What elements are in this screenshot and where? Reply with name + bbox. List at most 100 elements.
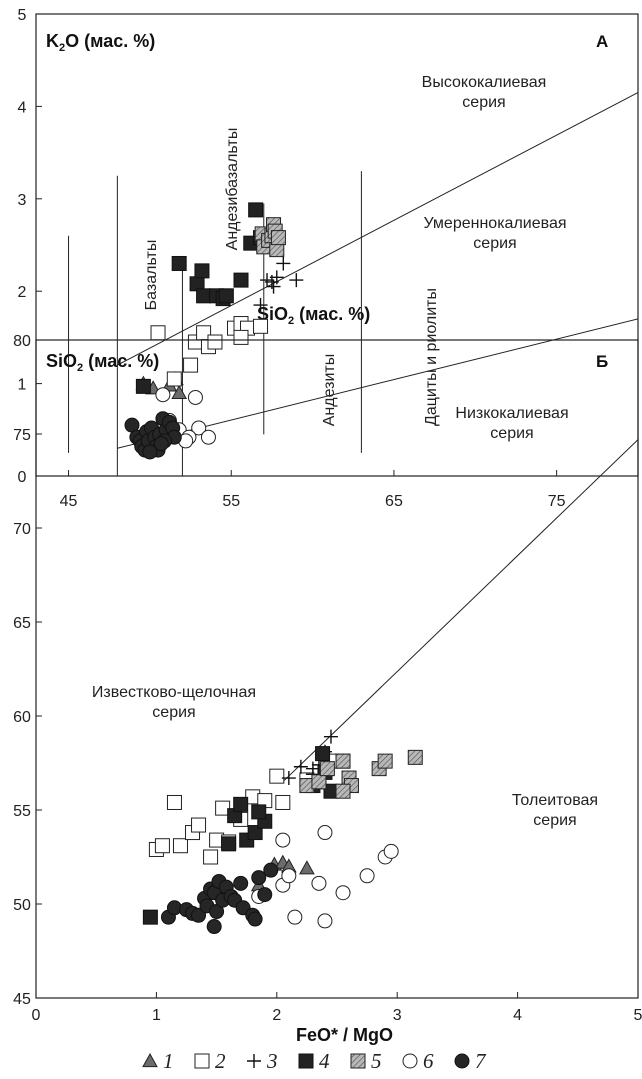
point-circle-filled	[263, 862, 279, 878]
point-square-filled	[248, 202, 264, 218]
label-andesibasalts: Андезибазальты	[224, 128, 241, 251]
point-plus	[269, 270, 284, 285]
label-low-k-2: серия	[490, 425, 533, 442]
point-square-open	[269, 768, 285, 784]
point-circle-filled	[247, 911, 263, 927]
point-square-filled	[196, 288, 212, 304]
point-square-hatched	[311, 774, 327, 790]
point-circle-open	[155, 387, 171, 403]
x-tick-label: 2	[272, 1007, 281, 1024]
point-circle-open	[359, 868, 375, 884]
point-circle-open	[187, 389, 203, 405]
point-square-filled	[233, 796, 249, 812]
point-circle-open	[335, 885, 351, 901]
y-tick-label: 70	[13, 521, 31, 538]
point-circle-open	[275, 832, 291, 848]
point-square-filled	[218, 288, 234, 304]
label-high-k-2: серия	[462, 94, 505, 111]
point-square-hatched	[270, 230, 286, 246]
legend-label: 3	[266, 1049, 278, 1073]
x-tick-label: 1	[152, 1007, 161, 1024]
point-square-open	[203, 849, 219, 865]
point-square-filled	[233, 272, 249, 288]
panel-a-points	[124, 202, 304, 460]
label-medium-k-2: серия	[473, 235, 516, 252]
point-square-hatched	[335, 783, 351, 799]
x-tick-label: 5	[634, 1007, 642, 1024]
point-circle-filled	[142, 444, 158, 460]
point-plus	[289, 273, 304, 288]
panel-b-lines	[282, 439, 639, 783]
x-tick-label: 75	[548, 493, 566, 510]
point-square-filled	[142, 909, 158, 925]
point-circle-open	[311, 875, 327, 891]
point-square-hatched	[407, 749, 423, 765]
legend-label: 5	[371, 1049, 382, 1073]
point-circle-open	[191, 420, 207, 436]
point-square-open	[253, 318, 269, 334]
point-circle-open	[317, 825, 333, 841]
x-tick-label: 3	[393, 1007, 402, 1024]
y-tick-label: 5	[18, 7, 27, 24]
y-tick-label: 75	[13, 427, 31, 444]
point-square-open	[172, 838, 188, 854]
legend-marker-square-hatched	[350, 1053, 366, 1069]
point-circle-filled	[206, 919, 222, 935]
point-square-hatched	[335, 753, 351, 769]
y-tick-label: 55	[13, 803, 31, 820]
legend-marker-square-filled	[298, 1053, 314, 1069]
label-andesites: Андезиты	[321, 354, 338, 427]
legend-label: 2	[215, 1049, 226, 1073]
point-square-hatched	[319, 761, 335, 777]
point-square-open	[207, 334, 223, 350]
point-circle-open	[383, 843, 399, 859]
point-square-hatched	[377, 753, 393, 769]
point-square-open	[150, 325, 166, 341]
y-tick-label: 2	[18, 284, 27, 301]
point-plus	[323, 729, 338, 744]
x-tick-label: 65	[385, 493, 403, 510]
panel-a-letter: А	[596, 32, 608, 51]
field-boundary-line	[282, 439, 639, 783]
point-plus	[260, 273, 275, 288]
panel-b-y-title: SiO2 (мас. %)	[46, 351, 159, 374]
label-dacites: Дациты и риолиты	[423, 288, 440, 426]
label-tholeiitic-2: серия	[533, 812, 576, 829]
point-circle-filled	[153, 436, 169, 452]
point-circle-open	[200, 429, 216, 445]
point-triangle	[171, 384, 188, 399]
point-plus	[293, 759, 308, 774]
field-boundary-line	[117, 92, 639, 366]
point-circle-open	[281, 868, 297, 884]
legend: 1 2 3 4 5 6 7	[142, 1049, 487, 1073]
point-triangle	[299, 860, 315, 875]
point-plus	[253, 298, 268, 313]
y-tick-label: 0	[18, 469, 27, 486]
point-square-open	[154, 838, 170, 854]
label-basalts: Базальты	[143, 240, 160, 311]
point-square-filled	[247, 825, 263, 841]
point-plus	[281, 771, 296, 786]
label-calc-alkaline-2: серия	[152, 704, 195, 721]
legend-label: 6	[423, 1049, 434, 1073]
label-high-k-1: Высококалиевая	[422, 74, 547, 91]
point-square-filled	[135, 378, 151, 394]
point-square-open	[166, 371, 182, 387]
panel-b-x-title: FeO* / MgO	[296, 1025, 393, 1045]
y-tick-label: 4	[18, 99, 27, 116]
panel-b-points	[142, 729, 423, 935]
point-circle-filled	[257, 887, 273, 903]
y-tick-label: 50	[13, 897, 31, 914]
point-square-open	[191, 817, 207, 833]
legend-label: 7	[475, 1049, 487, 1073]
legend-label: 4	[319, 1049, 330, 1073]
y-tick-label: 45	[13, 991, 31, 1008]
y-tick-label: 3	[18, 192, 27, 209]
panel-b-letter: Б	[596, 352, 608, 371]
point-plus	[276, 256, 291, 271]
label-low-k-1: Низкокалиевая	[455, 405, 568, 422]
